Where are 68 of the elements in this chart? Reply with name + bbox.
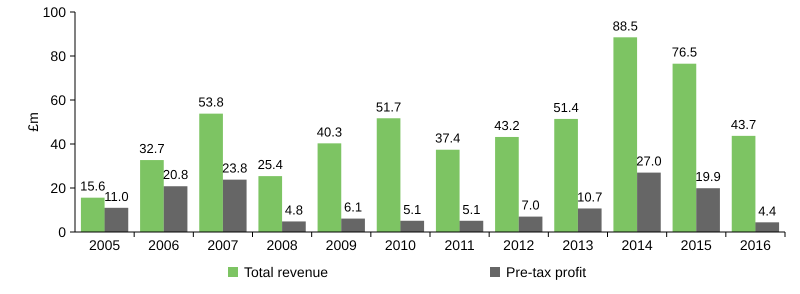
bar bbox=[318, 143, 342, 232]
data-label: 11.0 bbox=[104, 188, 129, 204]
bar bbox=[80, 198, 105, 232]
bar bbox=[460, 220, 484, 232]
data-label: 51.7 bbox=[376, 99, 402, 114]
data-label: 4.4 bbox=[758, 203, 776, 218]
data-label: 15.6 bbox=[80, 178, 106, 194]
bar bbox=[282, 221, 306, 232]
x-tick-label: 2008 bbox=[266, 237, 298, 253]
data-label: 37.4 bbox=[435, 130, 460, 146]
bar bbox=[341, 218, 365, 232]
data-label: 40.3 bbox=[316, 124, 342, 140]
bar bbox=[672, 64, 696, 232]
bar bbox=[222, 180, 247, 232]
bar bbox=[376, 118, 400, 232]
bar bbox=[199, 114, 223, 232]
data-label: 53.8 bbox=[198, 94, 224, 110]
data-label: 7.0 bbox=[522, 198, 540, 213]
y-tick-label: 40 bbox=[50, 136, 66, 152]
legend-label: Pre-tax profit bbox=[506, 264, 586, 280]
x-tick-label: 2006 bbox=[148, 237, 180, 253]
y-tick-label: 80 bbox=[50, 48, 66, 64]
bar bbox=[104, 208, 128, 232]
bar bbox=[400, 220, 424, 232]
data-label: 6.1 bbox=[344, 200, 362, 215]
legend-label: Total revenue bbox=[244, 264, 328, 280]
bar bbox=[258, 176, 282, 232]
data-label: 88.5 bbox=[612, 18, 638, 34]
bar bbox=[518, 216, 542, 232]
data-label: 51.4 bbox=[553, 100, 579, 115]
bar bbox=[578, 208, 602, 232]
x-tick-label: 2012 bbox=[503, 237, 535, 253]
x-tick-label: 2009 bbox=[326, 237, 358, 253]
data-label: 43.7 bbox=[730, 116, 756, 132]
y-tick-label: 20 bbox=[50, 180, 66, 196]
bar bbox=[755, 222, 780, 232]
x-tick-label: 2010 bbox=[384, 237, 416, 253]
bar bbox=[613, 37, 638, 232]
data-label: 5.1 bbox=[403, 202, 422, 217]
bar bbox=[164, 186, 188, 232]
data-label: 43.2 bbox=[494, 118, 520, 133]
bar bbox=[140, 160, 164, 232]
bar bbox=[495, 136, 519, 232]
x-tick-label: 2015 bbox=[680, 237, 712, 253]
bar bbox=[696, 188, 720, 232]
data-label: 5.1 bbox=[462, 202, 480, 217]
bar bbox=[436, 150, 460, 232]
bar bbox=[554, 118, 578, 232]
bar bbox=[637, 172, 661, 232]
x-tick-label: 2011 bbox=[444, 237, 475, 253]
bar bbox=[732, 136, 756, 232]
x-tick-label: 2007 bbox=[207, 237, 239, 253]
data-label: 20.8 bbox=[162, 167, 188, 182]
data-label: 76.5 bbox=[672, 44, 698, 60]
y-tick-label: 60 bbox=[50, 92, 66, 108]
data-label: 19.9 bbox=[695, 169, 721, 184]
x-tick-label: 2016 bbox=[740, 237, 772, 253]
data-label: 10.7 bbox=[577, 189, 602, 204]
x-tick-label: 2013 bbox=[562, 237, 594, 253]
y-axis-title: £m bbox=[25, 112, 41, 132]
x-tick-label: 2014 bbox=[622, 237, 653, 253]
y-tick-label: 0 bbox=[58, 224, 66, 240]
y-tick-label: 100 bbox=[42, 4, 66, 20]
data-label: 25.4 bbox=[258, 157, 283, 172]
data-label: 23.8 bbox=[222, 160, 248, 176]
data-label: 4.8 bbox=[284, 202, 303, 218]
x-tick-label: 2005 bbox=[89, 237, 120, 253]
data-label: 32.7 bbox=[139, 141, 165, 156]
